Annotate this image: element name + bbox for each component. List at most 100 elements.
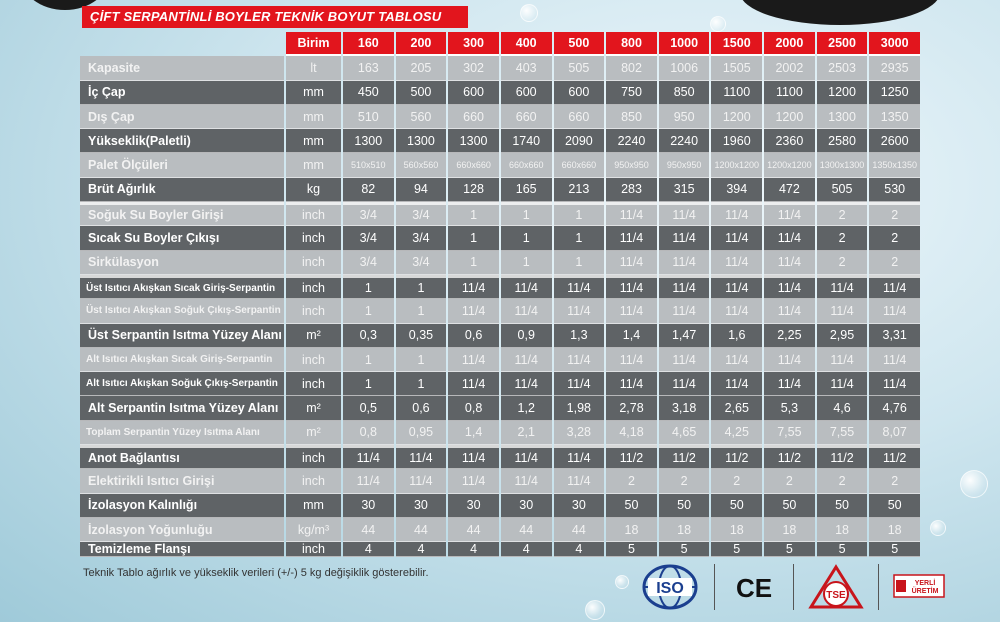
row-unit: inch xyxy=(286,202,341,227)
row-value: 283 xyxy=(606,177,657,203)
row-value: 1505 xyxy=(711,56,763,81)
row-value: 11/4 xyxy=(869,274,920,300)
row-value: 11/4 xyxy=(764,274,815,300)
row-value: 2600 xyxy=(869,129,920,154)
row-value: 660x660 xyxy=(500,153,552,178)
row-value: 5 xyxy=(869,542,920,558)
yerli-uretim-logo: YERLİ ÜRETİM xyxy=(893,572,945,602)
row-value: 11/4 xyxy=(711,226,763,251)
row-label: Dış Çap xyxy=(80,104,284,130)
row-value: 4 xyxy=(500,542,552,558)
corner-dark-shape-left xyxy=(20,0,110,10)
row-unit: inch xyxy=(286,347,341,373)
row-value: 7,55 xyxy=(816,420,868,446)
row-unit: mm xyxy=(286,153,341,178)
row-value: 4,76 xyxy=(869,396,920,421)
row-value: 50 xyxy=(816,493,868,518)
row-value: 11/4 xyxy=(395,445,447,470)
row-value: 11/4 xyxy=(711,202,763,227)
row-value: 11/4 xyxy=(553,372,605,397)
row-value: 11/4 xyxy=(658,347,710,373)
uretim-text: ÜRETİM xyxy=(912,586,939,595)
row-value: 11/4 xyxy=(711,250,763,275)
row-value: 3/4 xyxy=(343,202,394,227)
row-value: 0,6 xyxy=(395,396,447,421)
row-value: 560x560 xyxy=(395,153,447,178)
row-value: 1,4 xyxy=(606,323,657,348)
row-value: 11/4 xyxy=(606,226,657,251)
row-value: 4 xyxy=(343,542,394,558)
row-unit: m² xyxy=(286,323,341,348)
water-bubble xyxy=(710,16,726,32)
row-value: 11/2 xyxy=(658,445,710,470)
row-value: 2 xyxy=(816,226,868,251)
row-value: 1 xyxy=(553,250,605,275)
row-value: 1 xyxy=(500,226,552,251)
row-value: 11/4 xyxy=(764,226,815,251)
row-value: 11/4 xyxy=(500,445,552,470)
header-capacity-cell: 500 xyxy=(553,32,605,57)
row-value: 2,65 xyxy=(711,396,763,421)
logo-divider xyxy=(793,564,794,610)
row-value: 1 xyxy=(553,202,605,227)
row-value: 11/4 xyxy=(553,445,605,470)
row-value: 1 xyxy=(343,372,394,397)
row-label: Yükseklik(Paletli) xyxy=(80,129,284,154)
row-value: 18 xyxy=(606,517,657,543)
row-value: 0,35 xyxy=(395,323,447,348)
logo-divider xyxy=(878,564,879,610)
header-capacity-cell: 2500 xyxy=(816,32,868,57)
row-value: 0,3 xyxy=(343,323,394,348)
row-unit: m² xyxy=(286,396,341,421)
row-unit: mm xyxy=(286,129,341,154)
row-value: 11/4 xyxy=(448,469,499,494)
row-value: 1,3 xyxy=(553,323,605,348)
row-value: 2 xyxy=(816,469,868,494)
row-value: 1 xyxy=(395,347,447,373)
row-value: 500 xyxy=(395,80,447,105)
row-unit: inch xyxy=(286,226,341,251)
row-value: 11/4 xyxy=(553,347,605,373)
row-value: 1 xyxy=(448,226,499,251)
water-bubble xyxy=(960,470,988,498)
row-value: 11/4 xyxy=(500,372,552,397)
row-label: Sirkülasyon xyxy=(80,250,284,275)
row-value: 4,18 xyxy=(606,420,657,446)
row-value: 11/4 xyxy=(448,347,499,373)
row-value: 1200x1200 xyxy=(764,153,815,178)
row-value: 3,31 xyxy=(869,323,920,348)
row-value: 530 xyxy=(869,177,920,203)
row-label: Brüt Ağırlık xyxy=(80,177,284,203)
row-value: 11/4 xyxy=(500,347,552,373)
row-value: 50 xyxy=(711,493,763,518)
row-value: 11/4 xyxy=(816,347,868,373)
row-value: 1100 xyxy=(764,80,815,105)
row-value: 802 xyxy=(606,56,657,81)
row-label: Üst Serpantin Isıtma Yüzey Alanı xyxy=(80,323,284,348)
row-value: 4,65 xyxy=(658,420,710,446)
row-value: 11/4 xyxy=(816,274,868,300)
row-value: 505 xyxy=(553,56,605,81)
row-value: 44 xyxy=(395,517,447,543)
row-value: 0,6 xyxy=(448,323,499,348)
row-label: Elektirikli Isıtıcı Girişi xyxy=(80,469,284,494)
row-value: 11/4 xyxy=(395,469,447,494)
row-value: 0,8 xyxy=(343,420,394,446)
row-unit: kg/m³ xyxy=(286,517,341,543)
row-value: 505 xyxy=(816,177,868,203)
row-unit: inch xyxy=(286,542,341,558)
row-value: 1,98 xyxy=(553,396,605,421)
row-value: 0,8 xyxy=(448,396,499,421)
row-value: 2 xyxy=(869,250,920,275)
row-value: 2935 xyxy=(869,56,920,81)
header-capacity-cell: 300 xyxy=(448,32,499,57)
row-value: 11/4 xyxy=(553,274,605,300)
row-value: 5 xyxy=(711,542,763,558)
water-bubble xyxy=(585,600,605,620)
row-value: 94 xyxy=(395,177,447,203)
row-value: 1250 xyxy=(869,80,920,105)
row-value: 11/4 xyxy=(816,372,868,397)
row-value: 44 xyxy=(343,517,394,543)
row-value: 18 xyxy=(816,517,868,543)
row-label: Soğuk Su Boyler Girişi xyxy=(80,202,284,227)
